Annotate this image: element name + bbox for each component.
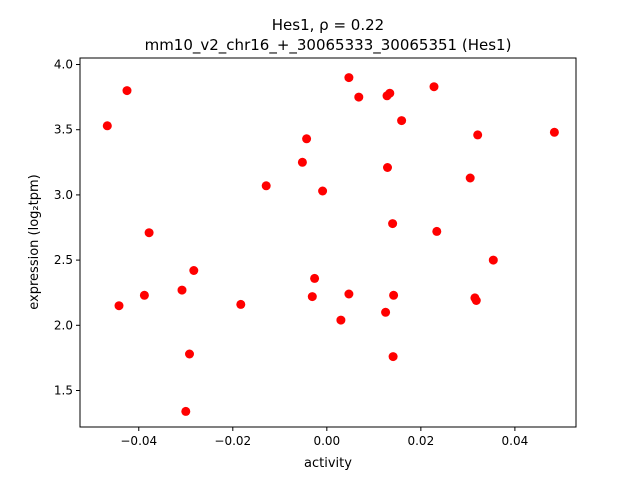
y-tick-label-3: 3.0: [54, 188, 73, 202]
data-point-6: [181, 406, 191, 416]
data-point-32: [471, 296, 481, 305]
data-point-18: [344, 289, 354, 299]
x-tick-label-0: −0.04: [120, 434, 157, 448]
data-point-20: [381, 307, 391, 317]
y-tick-label-0: 1.5: [54, 383, 73, 397]
data-point-11: [297, 157, 307, 167]
data-point-2: [114, 301, 124, 311]
data-point-34: [488, 255, 498, 265]
x-tick-label-1: −0.02: [214, 434, 251, 448]
data-point-16: [336, 315, 346, 325]
plot-area-frame: [79, 57, 577, 428]
data-point-7: [185, 349, 194, 359]
data-points: [102, 73, 559, 416]
data-point-19: [354, 92, 364, 102]
data-point-33: [473, 130, 483, 140]
y-tick-label-2: 2.5: [54, 253, 73, 267]
data-point-0: [102, 121, 112, 131]
data-point-28: [429, 82, 439, 92]
data-point-12: [302, 134, 312, 144]
y-tick-label-4: 3.5: [54, 123, 73, 137]
x-axis-label: activity: [304, 456, 352, 471]
data-point-22: [383, 163, 392, 172]
data-point-17: [344, 73, 354, 83]
chart-title-line1: Hes1, ρ = 0.22: [272, 16, 384, 34]
x-tick-label-2: 0.00: [313, 434, 340, 448]
x-tick-label-3: 0.02: [407, 434, 434, 448]
data-point-8: [189, 266, 199, 275]
data-point-3: [139, 290, 149, 300]
data-point-35: [549, 127, 559, 137]
data-point-27: [397, 116, 407, 126]
data-point-25: [388, 352, 398, 362]
x-axis-ticks: −0.04 −0.02 0.00 0.02 0.04: [120, 427, 528, 448]
data-point-26: [389, 290, 399, 300]
data-point-1: [122, 86, 132, 96]
data-point-15: [318, 186, 328, 196]
y-axis-label: expression (log₂tpm): [27, 174, 42, 309]
x-tick-label-4: 0.04: [502, 434, 529, 448]
data-point-29: [432, 226, 442, 236]
y-tick-label-5: 4.0: [54, 58, 73, 72]
data-point-10: [261, 181, 271, 191]
chart-title-line2: mm10_v2_chr16_+_30065333_30065351 (Hes1): [145, 36, 512, 55]
data-point-9: [236, 299, 246, 309]
data-point-5: [177, 285, 187, 295]
data-point-4: [144, 228, 154, 238]
data-point-30: [465, 173, 475, 183]
y-tick-label-1: 2.0: [54, 318, 73, 332]
data-point-13: [307, 292, 317, 302]
data-point-24: [388, 219, 398, 229]
data-point-23: [385, 88, 395, 98]
y-axis-ticks: 1.5 2.0 2.5 3.0 3.5 4.0: [54, 58, 80, 397]
data-point-14: [310, 273, 320, 283]
